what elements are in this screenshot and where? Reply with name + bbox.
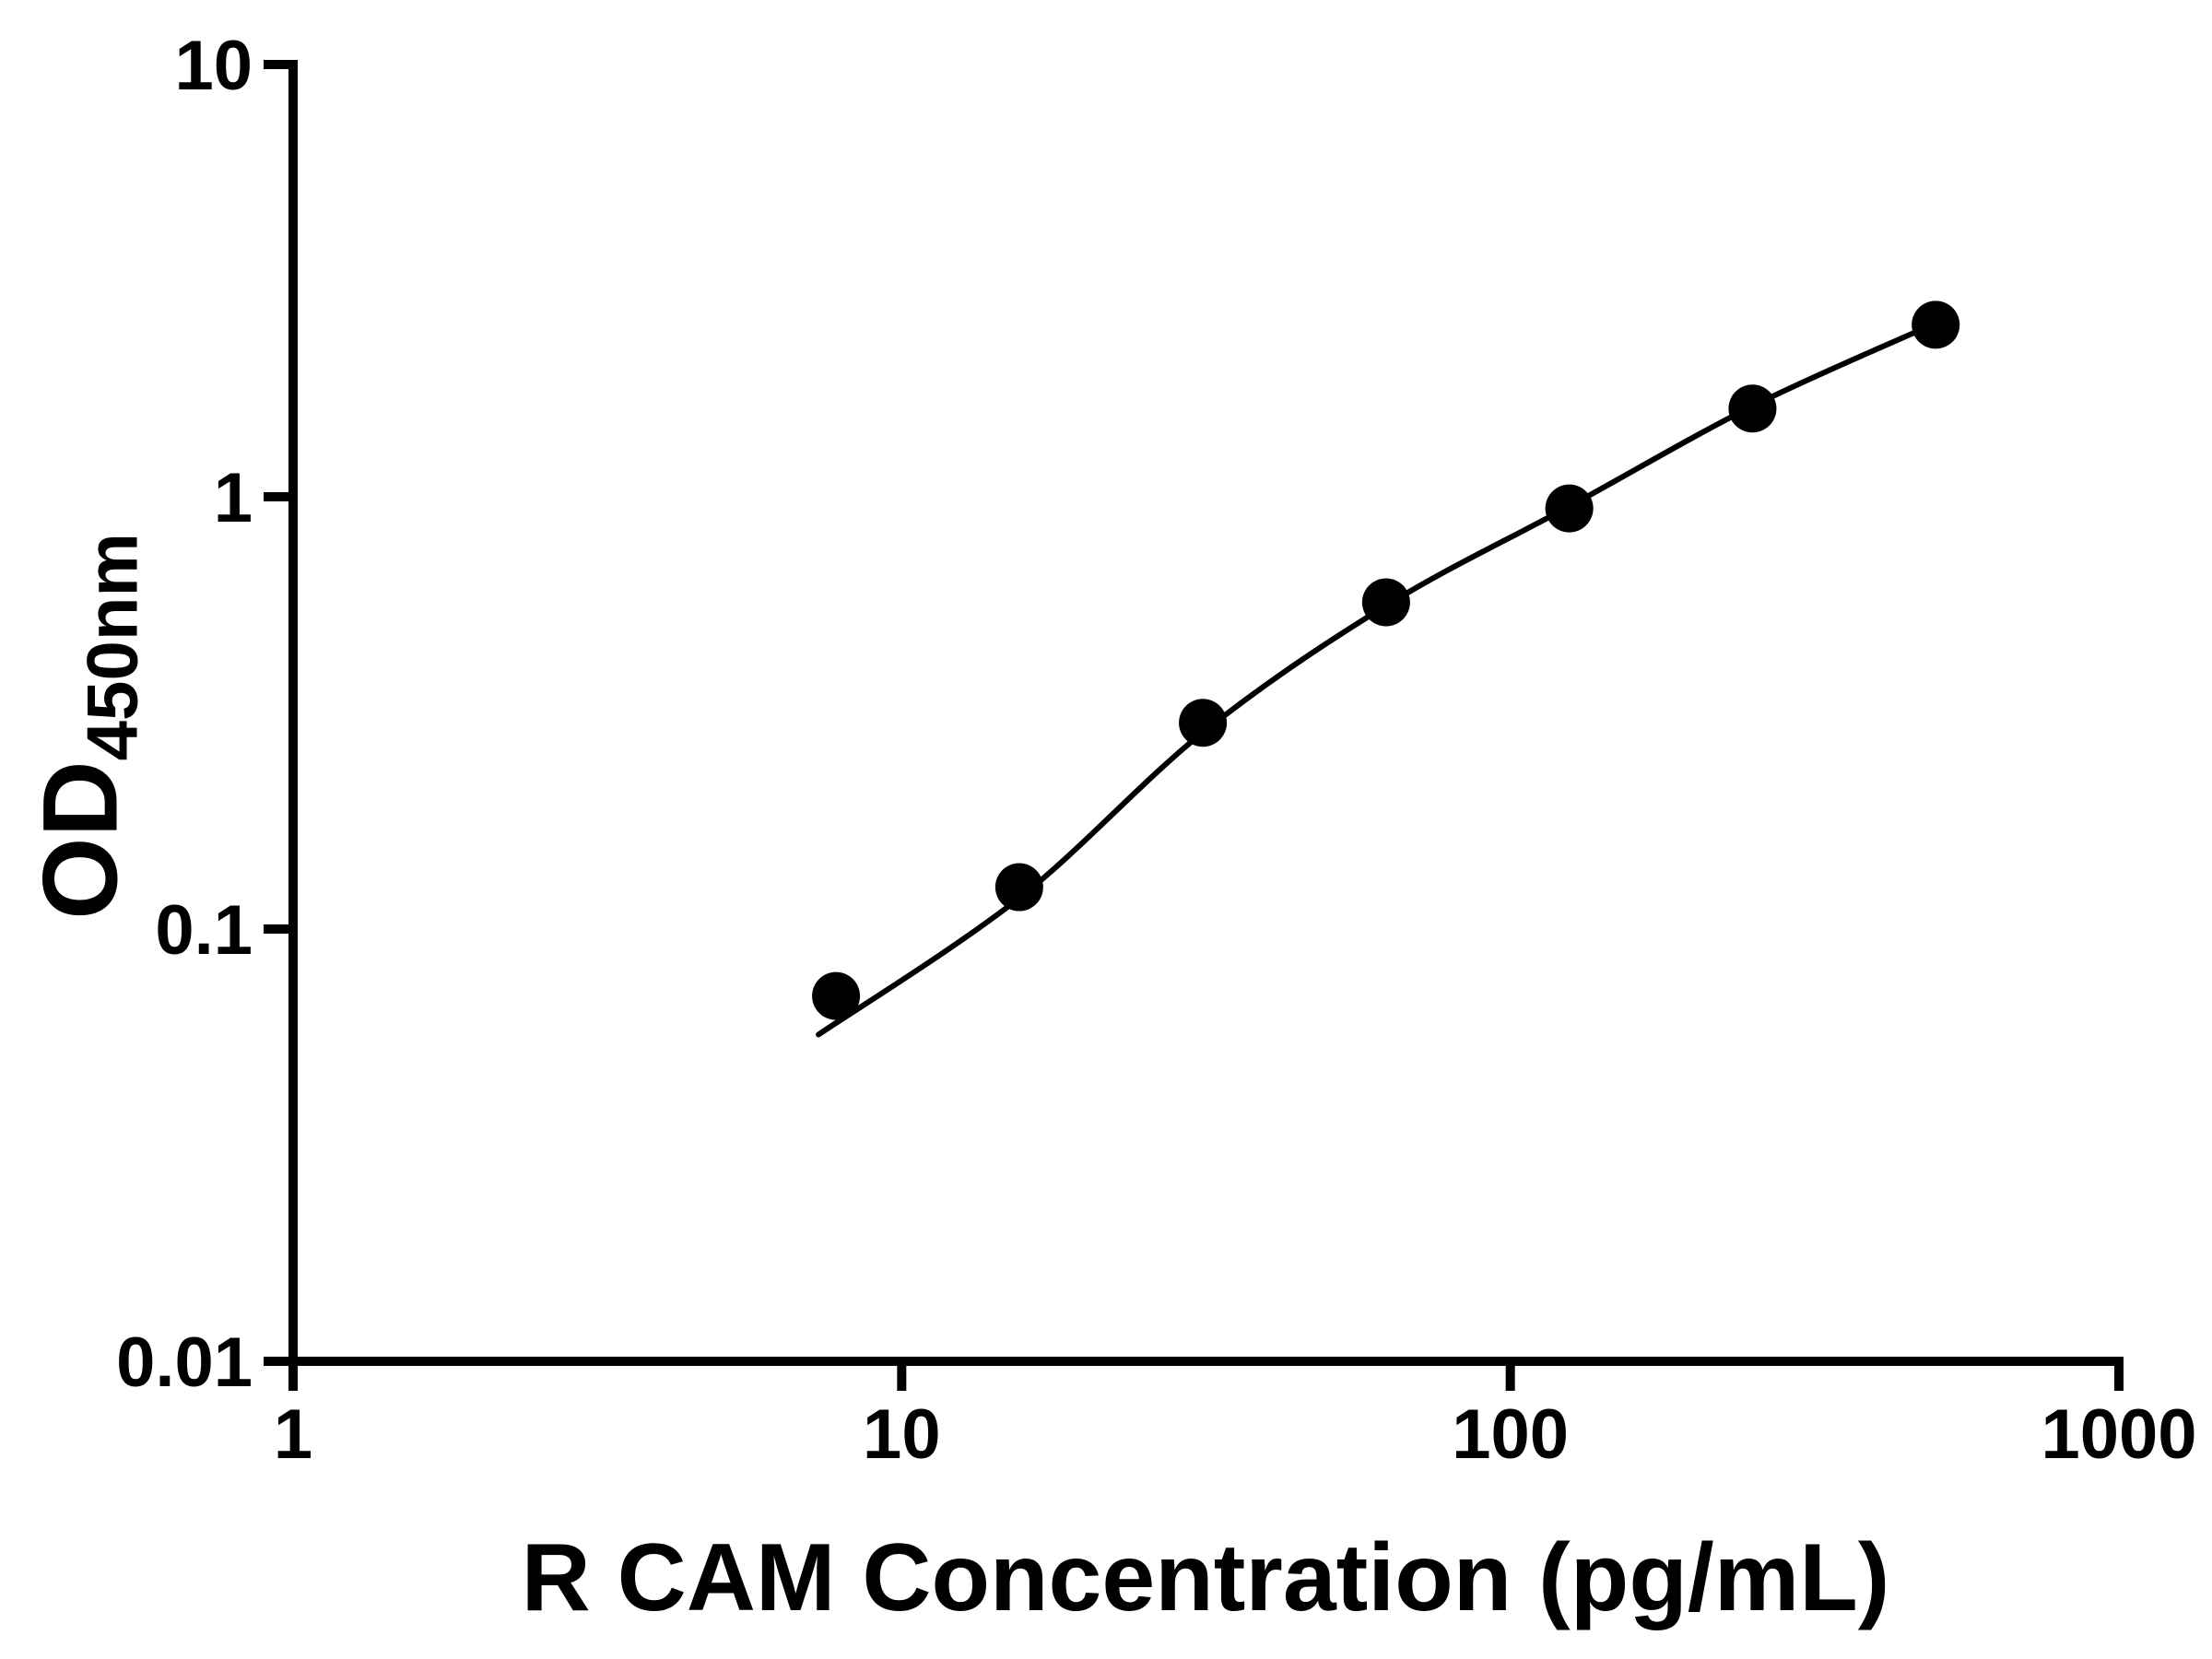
y-axis-label: OD450nm bbox=[22, 533, 153, 920]
data-point bbox=[812, 971, 861, 1020]
y-tick-label: 10 bbox=[174, 27, 253, 105]
y-tick-label: 1 bbox=[214, 459, 253, 537]
data-point bbox=[1545, 484, 1594, 533]
x-tick-label: 100 bbox=[1452, 1395, 1569, 1474]
data-point bbox=[1912, 300, 1960, 349]
data-point bbox=[1361, 578, 1410, 627]
x-tick-label: 1 bbox=[274, 1395, 312, 1474]
fit-curve-line bbox=[816, 320, 1939, 1038]
y-axis-label-main: OD bbox=[21, 760, 140, 920]
x-tick-label: 10 bbox=[863, 1395, 941, 1474]
data-point bbox=[1179, 699, 1228, 747]
y-axis-label-subscript: 450nm bbox=[71, 533, 153, 761]
y-tick-label: 0.01 bbox=[116, 1324, 253, 1402]
data-point bbox=[1728, 384, 1777, 433]
data-point bbox=[994, 863, 1043, 912]
x-axis-label: R CAM Concentration (pg/mL) bbox=[521, 1524, 1890, 1631]
y-tick-label: 0.1 bbox=[155, 891, 253, 970]
x-tick-label: 1000 bbox=[2041, 1395, 2196, 1474]
